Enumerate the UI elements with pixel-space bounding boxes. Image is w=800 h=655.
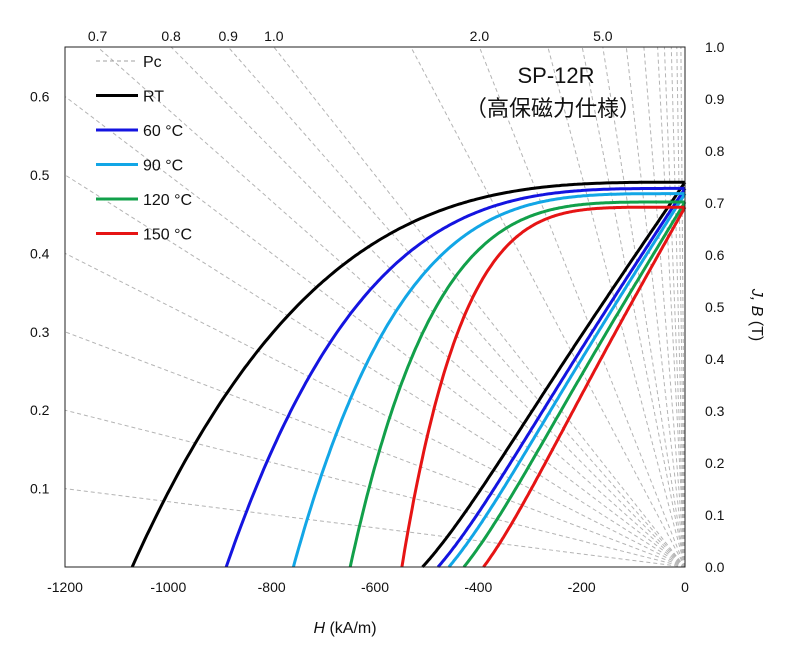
- pc-line-1_5: [410, 46, 686, 568]
- j-curve-series-1: [224, 186, 685, 568]
- legend-label-1: RT: [143, 89, 164, 106]
- chart-subtitle: （高保磁力仕様）: [465, 96, 641, 121]
- legend-label-0: Pc: [143, 54, 162, 71]
- right-y-tick-label: 0.6: [705, 247, 725, 263]
- x-axis-title-unit: (kA/m): [325, 620, 377, 637]
- pc-line-20: [663, 46, 686, 568]
- pc-line-0_7: [97, 46, 686, 568]
- pc-line-3: [547, 46, 686, 568]
- right-y-tick-label: 0.3: [705, 403, 725, 419]
- right-y-axis-title-unit: (T): [748, 316, 765, 341]
- x-tick-label: -600: [361, 579, 389, 595]
- x-tick-label: -400: [464, 579, 492, 595]
- x-tick-label: -1000: [150, 579, 186, 595]
- j-curve-series-4: [400, 205, 686, 568]
- pc-line-0_2: [64, 409, 686, 568]
- right-y-tick-label: 0.8: [705, 143, 725, 159]
- left-pc-tick-label: 0.2: [30, 402, 50, 418]
- pc-line-10: [643, 46, 686, 568]
- pc-line-4: [581, 46, 686, 568]
- pc-line-0_6: [64, 96, 686, 568]
- left-pc-tick-label: 0.6: [30, 89, 50, 105]
- b-curve-series-3: [462, 201, 687, 568]
- top-pc-tick-label: 5.0: [593, 28, 613, 44]
- left-pc-tick-label: 0.1: [30, 481, 50, 497]
- pc-line-15: [657, 46, 686, 568]
- pc-line-0_4: [64, 252, 686, 568]
- legend-label-4: 120 °C: [143, 192, 192, 209]
- right-y-tick-label: 0.2: [705, 455, 725, 471]
- pc-line-0_5: [64, 174, 686, 568]
- chart-title: SP-12R: [517, 63, 594, 88]
- left-pc-tick-label: 0.4: [30, 245, 50, 261]
- b-curve-series-4: [482, 206, 687, 568]
- j-curve-series-3: [348, 200, 685, 568]
- x-tick-label: -1200: [47, 579, 83, 595]
- right-y-axis-title: J, B (T): [748, 288, 765, 341]
- right-y-tick-label: 0.7: [705, 195, 725, 211]
- right-y-tick-label: 0.5: [705, 299, 725, 315]
- right-y-tick-label: 1.0: [705, 39, 725, 55]
- right-y-tick-label: 0.4: [705, 351, 725, 367]
- legend-label-2: 60 °C: [143, 123, 183, 140]
- pc-line-0_8: [170, 46, 686, 568]
- pc-line-5: [602, 46, 686, 568]
- b-curve-series-2: [447, 192, 687, 568]
- pc-line-50: [676, 46, 686, 568]
- pc-line-0_9: [227, 46, 686, 568]
- x-tick-label: -200: [568, 579, 596, 595]
- right-y-tick-label: 0.1: [705, 507, 725, 523]
- top-pc-tick-label: 0.9: [218, 28, 238, 44]
- top-pc-tick-label: 2.0: [470, 28, 490, 44]
- pc-lines-group: [64, 46, 686, 568]
- curves-group: [130, 180, 687, 569]
- pc-line-0_1: [64, 488, 686, 568]
- legend: Pc RT 60 °C 90 °C 120 °C 150 °C: [96, 54, 192, 244]
- pc-line-0_3: [64, 331, 686, 568]
- x-tick-label: -800: [258, 579, 286, 595]
- x-axis-title-symbol: H: [313, 620, 325, 637]
- j-curve-series-2: [291, 192, 685, 568]
- plot-frame: [64, 46, 686, 568]
- right-y-axis-title-symbol: J, B: [748, 288, 765, 317]
- pc-line-100: [680, 46, 686, 568]
- pc-line-2: [478, 46, 686, 568]
- b-curve-series-1: [436, 187, 687, 569]
- right-y-tick-label: 0.9: [705, 91, 725, 107]
- right-y-tick-label: 0.0: [705, 559, 725, 575]
- pc-line-30: [670, 46, 686, 568]
- j-curve-series-0: [130, 180, 685, 568]
- b-curve-series-0: [421, 181, 687, 569]
- legend-label-5: 150 °C: [143, 227, 192, 244]
- x-tick-label: 0: [681, 579, 689, 595]
- x-axis-title: H (kA/m): [313, 620, 376, 637]
- pc-line-7: [625, 46, 686, 568]
- pc-line-1: [273, 46, 686, 568]
- top-pc-tick-label: 0.7: [88, 28, 108, 44]
- ticks-group: -1200 -1000 -800 -600 -400 -200 0 0.0 0.1 0.2 0.3 0…: [30, 28, 725, 595]
- legend-label-3: 90 °C: [143, 158, 183, 175]
- left-pc-tick-label: 0.5: [30, 167, 50, 183]
- top-pc-tick-label: 1.0: [264, 28, 284, 44]
- top-pc-tick-label: 0.8: [161, 28, 181, 44]
- left-pc-tick-label: 0.3: [30, 324, 50, 340]
